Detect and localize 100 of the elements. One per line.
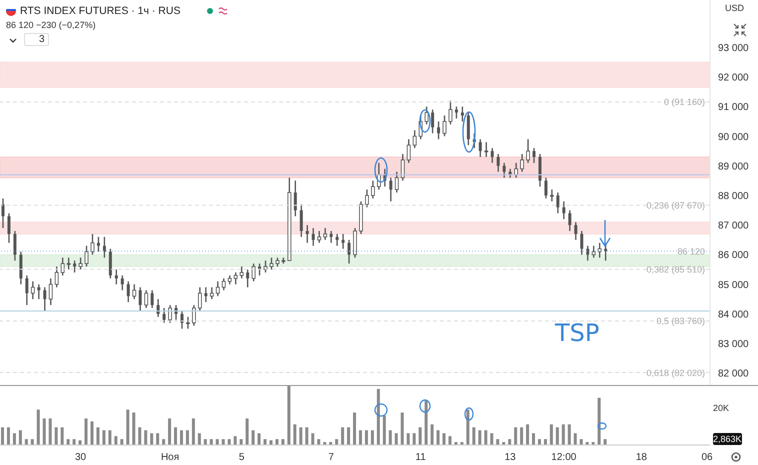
- bar: [174, 427, 178, 445]
- annotation: 3: [24, 33, 49, 46]
- bar: [54, 427, 58, 445]
- candlestick: [48, 278, 53, 306]
- bar: [275, 439, 278, 445]
- candlestick: [568, 210, 572, 232]
- ref-line-label: 0,236 (87 670): [646, 200, 705, 210]
- bar: [556, 427, 559, 445]
- candlestick: [478, 138, 482, 158]
- candlestick: [454, 106, 458, 120]
- candlestick: [437, 120, 440, 140]
- candlestick: [90, 233, 94, 256]
- candlestick: [54, 266, 59, 288]
- y-tick-label: 86 000: [718, 250, 750, 262]
- candlestick: [336, 233, 339, 246]
- bar: [192, 418, 195, 445]
- candlestick: [484, 142, 488, 158]
- candlestick: [312, 227, 315, 246]
- candlestick: [246, 268, 250, 288]
- candlestick: [73, 260, 76, 274]
- candlestick: [126, 280, 130, 303]
- bar: [36, 410, 40, 445]
- candlestick: [222, 278, 226, 291]
- candlestick: [294, 180, 297, 217]
- bar: [311, 433, 314, 445]
- candlestick: [192, 304, 196, 326]
- bar: [108, 430, 112, 445]
- candlestick: [7, 212, 10, 244]
- candlestick: [538, 153, 542, 188]
- bar: [358, 430, 362, 445]
- candlestick: [60, 257, 65, 276]
- candlestick: [496, 153, 500, 172]
- candlestick: [520, 153, 524, 172]
- bar: [550, 424, 553, 445]
- text: 2,863K: [713, 433, 742, 445]
- bar: [42, 418, 46, 445]
- bar: [96, 427, 100, 445]
- x-tick-label: 13: [504, 452, 516, 464]
- bar: [430, 424, 434, 445]
- bar: [448, 436, 452, 445]
- bar: [216, 439, 219, 445]
- y-tick-label: 92 000: [718, 72, 750, 84]
- bar: [66, 439, 70, 445]
- bar: [544, 439, 547, 445]
- candlestick: [532, 147, 536, 164]
- bar: [72, 439, 76, 445]
- y-tick-label: 87 000: [718, 220, 750, 232]
- bar: [234, 436, 237, 445]
- bar: [84, 418, 88, 445]
- bar: [353, 412, 356, 445]
- bar: [394, 433, 398, 445]
- bar: [299, 427, 302, 445]
- bar: [370, 430, 374, 445]
- bar: [418, 427, 422, 445]
- bar: [258, 433, 261, 445]
- bar: [568, 424, 571, 445]
- candlestick: [96, 236, 100, 252]
- bar: [90, 421, 94, 445]
- bar: [156, 433, 160, 445]
- candlestick: [353, 227, 357, 258]
- candlestick: [431, 108, 434, 134]
- candlestick: [580, 230, 584, 256]
- ref-line-label: 0,5 (83 760): [656, 316, 705, 326]
- bar: [341, 427, 344, 445]
- bar: [388, 430, 392, 445]
- candlestick: [234, 272, 238, 285]
- candlestick: [389, 177, 392, 202]
- candlestick: [406, 138, 411, 164]
- candlestick: [162, 307, 166, 324]
- bar: [48, 418, 52, 445]
- y-tick-label: 93 000: [718, 42, 750, 54]
- candlestick: [502, 162, 506, 178]
- bar: [246, 418, 249, 445]
- bar: [150, 433, 154, 445]
- bar: [520, 427, 524, 445]
- bar: [347, 427, 350, 445]
- bar: [204, 439, 207, 445]
- bar: [508, 439, 512, 445]
- bar: [335, 439, 338, 445]
- candlestick: [156, 298, 160, 318]
- bar: [168, 418, 172, 445]
- bar: [406, 433, 410, 445]
- bar: [222, 439, 225, 445]
- candlestick: [84, 245, 88, 268]
- candlestick: [412, 130, 417, 149]
- x-tick-label: Ноя: [160, 452, 180, 464]
- ref-line-label: 86 120: [677, 246, 705, 256]
- candlestick: [13, 230, 16, 262]
- x-tick-label: 18: [636, 452, 648, 464]
- x-tick-label: 11: [415, 452, 426, 464]
- bar: [114, 436, 118, 445]
- text: 86 120 −230 (−0,27%): [6, 20, 96, 30]
- candlestick: [323, 227, 328, 241]
- bar: [466, 410, 470, 445]
- bar: [138, 427, 142, 445]
- candlestick: [108, 248, 112, 280]
- bar: [562, 424, 565, 445]
- candlestick: [2, 198, 4, 229]
- ref-line-label: 0 (91 160): [664, 97, 705, 108]
- candlestick: [180, 310, 184, 330]
